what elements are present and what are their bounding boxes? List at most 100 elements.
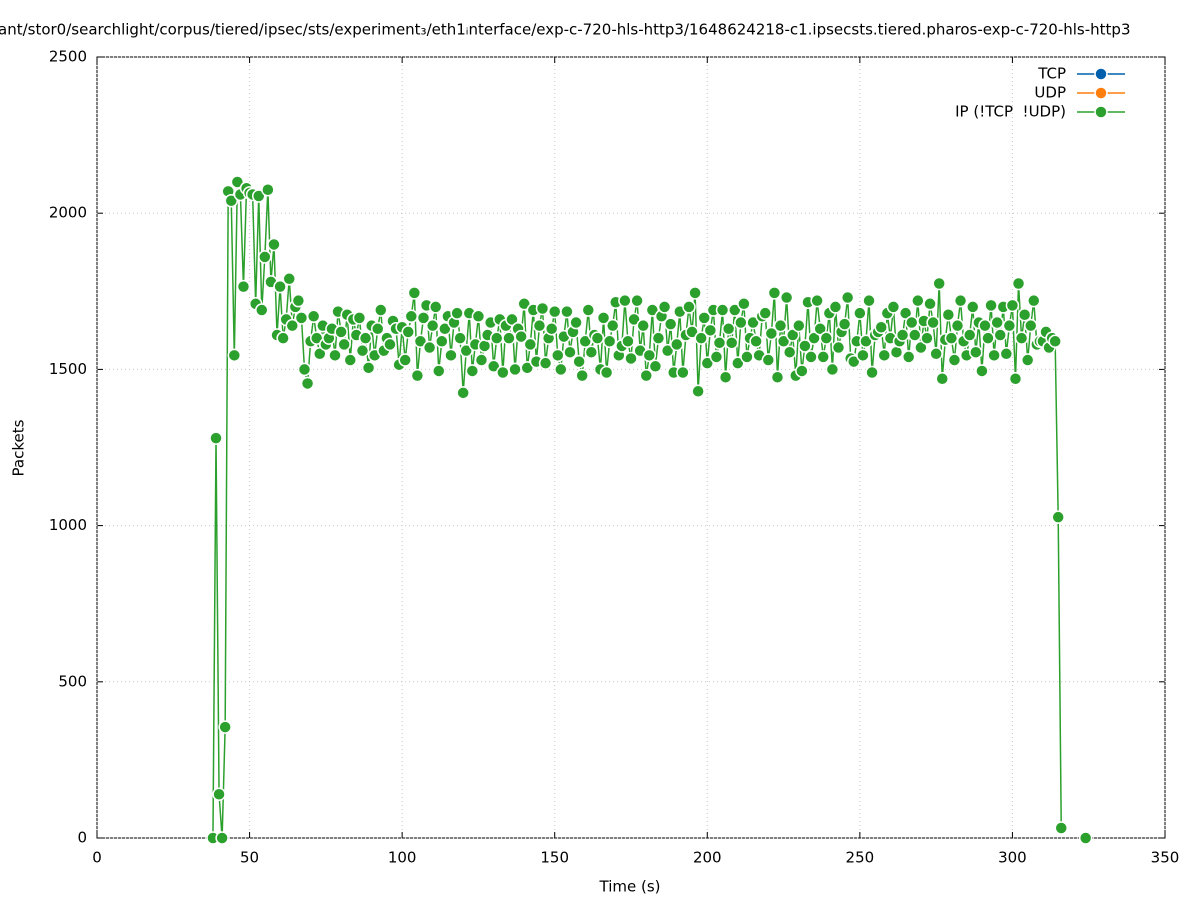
data-point bbox=[1054, 821, 1069, 835]
legend-marker bbox=[1094, 105, 1108, 119]
y-tick-label: 2000 bbox=[49, 204, 87, 222]
data-point bbox=[599, 365, 614, 380]
data-point bbox=[306, 309, 321, 324]
data-point bbox=[1005, 298, 1020, 313]
data-point bbox=[865, 365, 879, 380]
data-point bbox=[685, 325, 699, 339]
data-point bbox=[523, 337, 538, 352]
data-point bbox=[410, 368, 425, 383]
data-point bbox=[1048, 334, 1062, 349]
legend-marker bbox=[1094, 86, 1108, 100]
data-point bbox=[435, 334, 449, 349]
data-point bbox=[258, 250, 272, 264]
data-point bbox=[1008, 372, 1023, 386]
data-point bbox=[987, 348, 1001, 363]
legend-label: IP (!TCP !UDP) bbox=[955, 103, 1066, 121]
data-point bbox=[560, 304, 574, 319]
data-point bbox=[761, 353, 776, 367]
data-point bbox=[502, 331, 516, 345]
data-point bbox=[505, 312, 519, 327]
data-point bbox=[544, 322, 559, 336]
data-point bbox=[718, 370, 733, 384]
data-point bbox=[862, 293, 876, 308]
data-point bbox=[425, 318, 440, 333]
data-point bbox=[276, 331, 290, 345]
data-point bbox=[1017, 307, 1032, 322]
legend-label: UDP bbox=[1034, 84, 1066, 102]
data-point bbox=[828, 300, 843, 314]
data-point bbox=[810, 293, 824, 308]
data-point bbox=[895, 328, 910, 342]
data-point bbox=[932, 276, 946, 291]
y-tick-label: 2500 bbox=[49, 48, 87, 66]
data-point bbox=[627, 312, 641, 327]
data-point bbox=[709, 350, 724, 364]
data-point bbox=[618, 293, 632, 308]
series-line bbox=[213, 182, 1086, 838]
data-point bbox=[715, 303, 730, 317]
data-point bbox=[727, 303, 742, 317]
data-point bbox=[465, 364, 480, 378]
data-point bbox=[227, 348, 242, 363]
data-point bbox=[795, 364, 809, 378]
data-point bbox=[352, 311, 367, 325]
data-point bbox=[602, 334, 617, 349]
data-point bbox=[700, 356, 715, 370]
data-point bbox=[798, 339, 812, 353]
data-point bbox=[1051, 510, 1065, 524]
x-tick-label: 350 bbox=[1151, 849, 1180, 867]
data-point bbox=[911, 293, 925, 308]
data-point bbox=[212, 787, 226, 802]
data-point bbox=[819, 331, 834, 345]
data-point bbox=[215, 831, 229, 845]
data-point bbox=[950, 318, 965, 333]
data-point bbox=[645, 303, 660, 317]
data-point bbox=[517, 297, 531, 311]
data-point bbox=[374, 303, 388, 317]
data-point bbox=[935, 372, 949, 386]
data-point bbox=[731, 356, 745, 370]
data-point bbox=[291, 293, 306, 308]
data-point bbox=[563, 345, 577, 359]
data-point bbox=[856, 348, 870, 363]
data-point bbox=[370, 322, 385, 336]
data-point bbox=[554, 362, 568, 377]
data-point bbox=[782, 345, 797, 359]
data-point bbox=[688, 286, 702, 300]
data-point bbox=[300, 376, 315, 391]
data-point bbox=[767, 286, 782, 300]
data-point bbox=[859, 334, 873, 349]
data-point bbox=[383, 337, 397, 352]
data-point bbox=[764, 326, 779, 341]
x-axis-label: Time (s) bbox=[599, 878, 661, 896]
chart-title: ant/stor0/searchlight/corpus/tiered/ipse… bbox=[0, 21, 1131, 39]
data-point bbox=[734, 315, 748, 330]
data-point bbox=[990, 315, 1004, 330]
data-point bbox=[929, 347, 943, 361]
data-point bbox=[621, 334, 635, 349]
data-point bbox=[648, 359, 663, 374]
x-tick-label: 250 bbox=[846, 849, 875, 867]
data-point bbox=[651, 331, 666, 345]
data-point bbox=[853, 306, 867, 320]
data-point bbox=[877, 348, 892, 363]
data-point bbox=[1011, 276, 1026, 291]
data-point bbox=[535, 301, 550, 316]
data-point bbox=[355, 343, 370, 358]
data-point bbox=[953, 293, 968, 308]
data-point bbox=[450, 306, 464, 320]
data-point bbox=[984, 298, 998, 313]
data-point bbox=[749, 334, 763, 349]
x-tick-label: 150 bbox=[540, 849, 569, 867]
data-point bbox=[520, 361, 535, 375]
data-point bbox=[712, 336, 727, 350]
data-point bbox=[401, 325, 415, 339]
data-point bbox=[255, 303, 269, 317]
data-point bbox=[886, 300, 901, 314]
data-point bbox=[453, 331, 467, 345]
x-tick-label: 200 bbox=[693, 849, 722, 867]
data-point bbox=[682, 300, 696, 314]
data-point bbox=[639, 368, 654, 383]
data-point bbox=[962, 328, 977, 342]
